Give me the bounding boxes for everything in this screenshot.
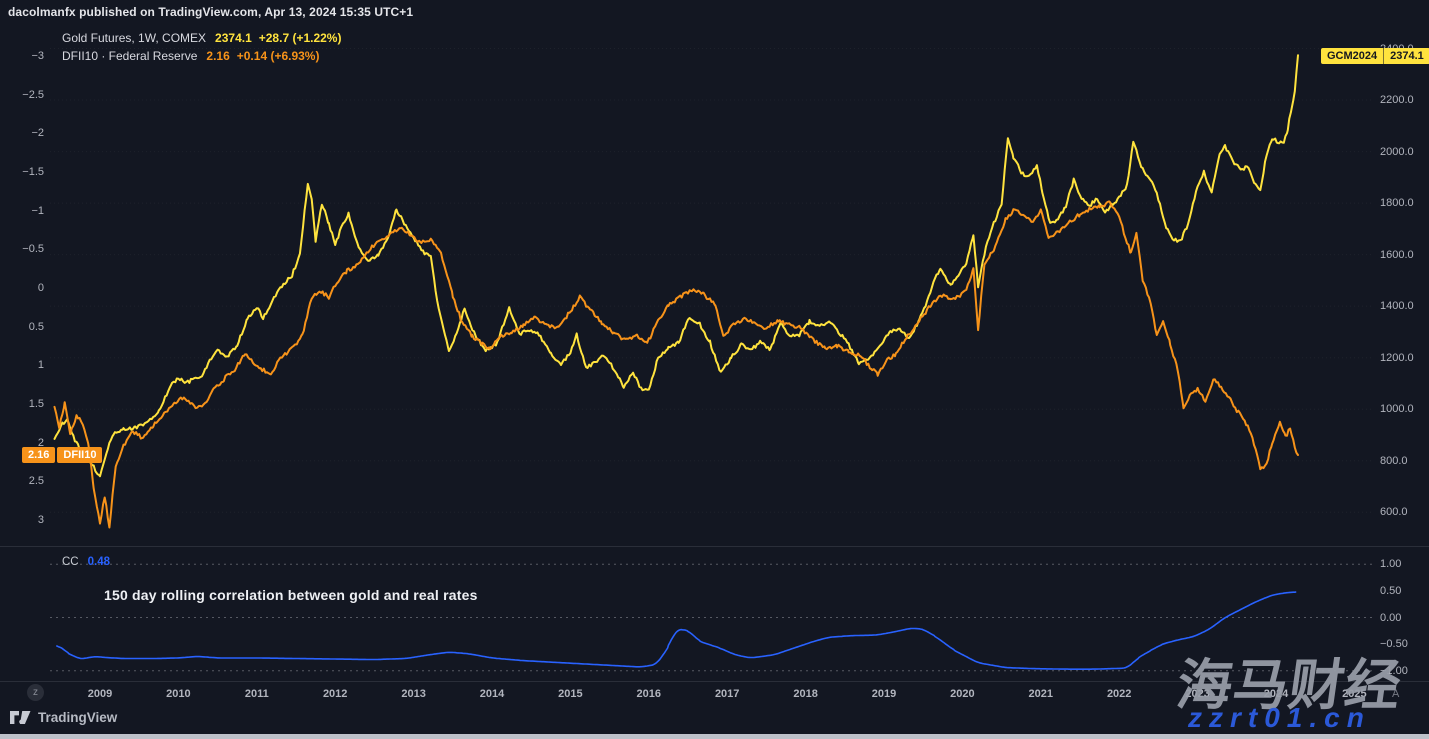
cc-axis-tick: 1.00 bbox=[1380, 558, 1402, 571]
x-axis-tick: 2016 bbox=[636, 688, 662, 700]
left-axis-tick: −2 bbox=[31, 127, 44, 140]
tradingview-brand[interactable]: TradingView bbox=[10, 710, 117, 725]
legend-gold-change: +28.7 (+1.22%) bbox=[258, 31, 342, 45]
dfii-price-label: 2.16 DFII10 bbox=[22, 447, 103, 463]
axis-mode-label[interactable]: A bbox=[1392, 688, 1400, 700]
indicator-legend[interactable]: CC 0.48 bbox=[62, 556, 110, 568]
chart-legend: Gold Futures, 1W, COMEX 2374.1 +28.7 (+1.2… bbox=[62, 30, 341, 65]
gold-price-label-symbol: GCM2024 bbox=[1327, 50, 1378, 62]
gold-price-label-value: 2374.1 bbox=[1383, 48, 1429, 64]
right-axis-tick: 1000.0 bbox=[1380, 403, 1414, 416]
legend-row-dfii[interactable]: DFII10 · Federal Reserve 2.16 +0.14 (+6.93… bbox=[62, 48, 341, 66]
left-axis-tick: 1 bbox=[37, 359, 44, 372]
left-axis-tick: −2.5 bbox=[22, 88, 44, 101]
left-axis-tick: −1.5 bbox=[22, 166, 44, 178]
timezone-button[interactable]: z bbox=[27, 684, 44, 701]
left-axis-tick: −0.5 bbox=[22, 243, 44, 256]
tradingview-logo-icon bbox=[10, 711, 31, 724]
legend-dfii-change: +0.14 (+6.93%) bbox=[236, 48, 320, 63]
gold-price-label: GCM2024 2374.1 bbox=[1321, 48, 1429, 64]
dfii-series-line bbox=[53, 200, 1299, 529]
x-axis-tick: 2018 bbox=[793, 688, 818, 700]
right-axis-tick: 800.0 bbox=[1380, 454, 1408, 467]
right-axis-tick: 2000.0 bbox=[1380, 145, 1414, 158]
x-axis-tick: 2019 bbox=[871, 688, 897, 700]
x-axis-tick: 2020 bbox=[950, 688, 975, 700]
cc-axis-tick: 0.50 bbox=[1380, 584, 1402, 597]
left-axis-tick: 2.5 bbox=[28, 475, 44, 488]
dfii-price-label-value: 2.16 bbox=[22, 447, 56, 463]
left-axis-tick: −1 bbox=[31, 204, 44, 217]
legend-gold-name: Gold Futures, 1W, COMEX bbox=[62, 31, 207, 45]
right-axis-tick: 2200.0 bbox=[1380, 94, 1414, 107]
left-axis-tick: 2 bbox=[37, 436, 44, 449]
tradingview-brand-text: TradingView bbox=[38, 710, 118, 725]
indicator-name: CC bbox=[62, 556, 79, 568]
published-byline: dacolmanfx published on TradingView.com,… bbox=[8, 5, 414, 19]
x-axis-tick: 2011 bbox=[244, 688, 269, 700]
legend-row-gold[interactable]: Gold Futures, 1W, COMEX 2374.1 +28.7 (+1.2… bbox=[62, 30, 341, 48]
x-axis-tick: 2024 bbox=[1263, 688, 1289, 700]
cc-axis-tick: −1.00 bbox=[1380, 664, 1408, 677]
dfii-price-label-symbol: DFII10 bbox=[57, 447, 103, 463]
right-axis-tick: 1400.0 bbox=[1380, 300, 1414, 313]
x-axis-tick: 2013 bbox=[401, 688, 426, 700]
legend-dfii-name: DFII10 · Federal Reserve bbox=[62, 48, 198, 63]
right-axis-tick: 1200.0 bbox=[1380, 351, 1414, 364]
x-axis-tick: 2025 bbox=[1342, 688, 1367, 700]
x-axis-tick: 2017 bbox=[714, 688, 740, 700]
right-axis-tick: 600.0 bbox=[1380, 506, 1408, 519]
left-axis-tick: 0 bbox=[37, 282, 44, 294]
x-axis-tick: 2021 bbox=[1028, 688, 1054, 700]
x-axis-tick: 2023 bbox=[1185, 688, 1210, 700]
x-axis-tick: 2015 bbox=[558, 688, 583, 700]
legend-dfii-value: 2.16 bbox=[206, 48, 230, 63]
right-axis-tick: 1800.0 bbox=[1380, 197, 1414, 210]
left-axis-tick: 0.5 bbox=[28, 320, 44, 333]
left-axis-tick: 1.5 bbox=[28, 398, 44, 410]
right-axis-tick: 1600.0 bbox=[1380, 248, 1414, 261]
window-bottom-strip bbox=[0, 734, 1429, 739]
correlation-series-line bbox=[56, 591, 1297, 670]
x-axis-tick: 2014 bbox=[479, 688, 505, 700]
gold-series-line bbox=[53, 54, 1299, 478]
left-axis-tick: 3 bbox=[37, 514, 44, 526]
correlation-panel-title: 150 day rolling correlation between gold… bbox=[104, 587, 478, 603]
cc-axis-tick: 0.00 bbox=[1380, 611, 1402, 624]
watermark-site: zzrt01.cn bbox=[1188, 702, 1371, 733]
legend-gold-value: 2374.1 bbox=[215, 31, 252, 45]
left-axis-tick: −3 bbox=[31, 50, 44, 62]
x-axis-tick: 2009 bbox=[87, 688, 113, 700]
indicator-value: 0.48 bbox=[87, 556, 111, 568]
x-axis-tick: 2012 bbox=[322, 688, 348, 700]
x-axis-tick: 2022 bbox=[1106, 688, 1132, 700]
cc-axis-tick: −0.50 bbox=[1380, 638, 1408, 651]
x-axis-tick: 2010 bbox=[166, 688, 191, 700]
